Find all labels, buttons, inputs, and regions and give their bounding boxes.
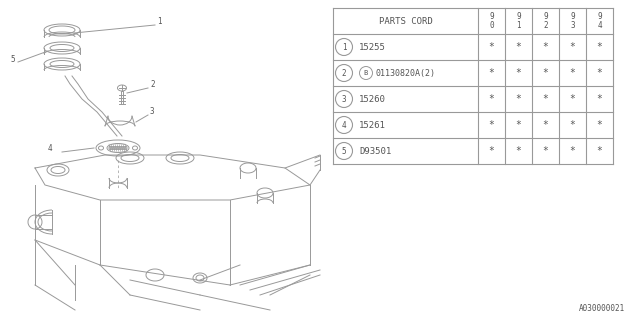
Text: *: * [543,42,548,52]
Text: 3: 3 [150,107,155,116]
Text: *: * [488,68,495,78]
Text: *: * [570,68,575,78]
Text: 4: 4 [342,121,346,130]
Text: 5: 5 [342,147,346,156]
Text: *: * [488,94,495,104]
Text: 3: 3 [342,94,346,103]
Text: 9
3: 9 3 [570,12,575,30]
Text: 2: 2 [342,68,346,77]
Text: *: * [570,120,575,130]
Text: 9
2: 9 2 [543,12,548,30]
Text: *: * [516,120,522,130]
Text: D93501: D93501 [359,147,391,156]
Text: B: B [364,70,368,76]
Text: 15261: 15261 [359,121,386,130]
Text: *: * [596,120,602,130]
Text: *: * [516,68,522,78]
Text: 9
4: 9 4 [597,12,602,30]
Text: *: * [596,146,602,156]
Text: *: * [543,94,548,104]
Text: *: * [570,94,575,104]
Text: *: * [516,94,522,104]
Text: *: * [570,42,575,52]
Text: 9
1: 9 1 [516,12,521,30]
Text: 01130820A(2): 01130820A(2) [375,68,435,77]
Text: 5: 5 [10,55,15,64]
Text: 4: 4 [48,144,52,153]
Text: *: * [488,120,495,130]
Text: 1: 1 [342,43,346,52]
Text: *: * [596,42,602,52]
Text: *: * [516,146,522,156]
Text: *: * [488,146,495,156]
Text: 1: 1 [157,17,162,26]
Text: 2: 2 [150,80,155,89]
Text: *: * [516,42,522,52]
Text: 9
0: 9 0 [489,12,494,30]
Text: *: * [543,68,548,78]
Text: A030000021: A030000021 [579,304,625,313]
Text: 15255: 15255 [359,43,386,52]
Text: *: * [488,42,495,52]
Text: *: * [570,146,575,156]
Text: *: * [596,68,602,78]
Text: *: * [596,94,602,104]
Text: *: * [543,120,548,130]
Text: *: * [543,146,548,156]
Text: PARTS CORD: PARTS CORD [379,17,433,26]
Text: 15260: 15260 [359,94,386,103]
